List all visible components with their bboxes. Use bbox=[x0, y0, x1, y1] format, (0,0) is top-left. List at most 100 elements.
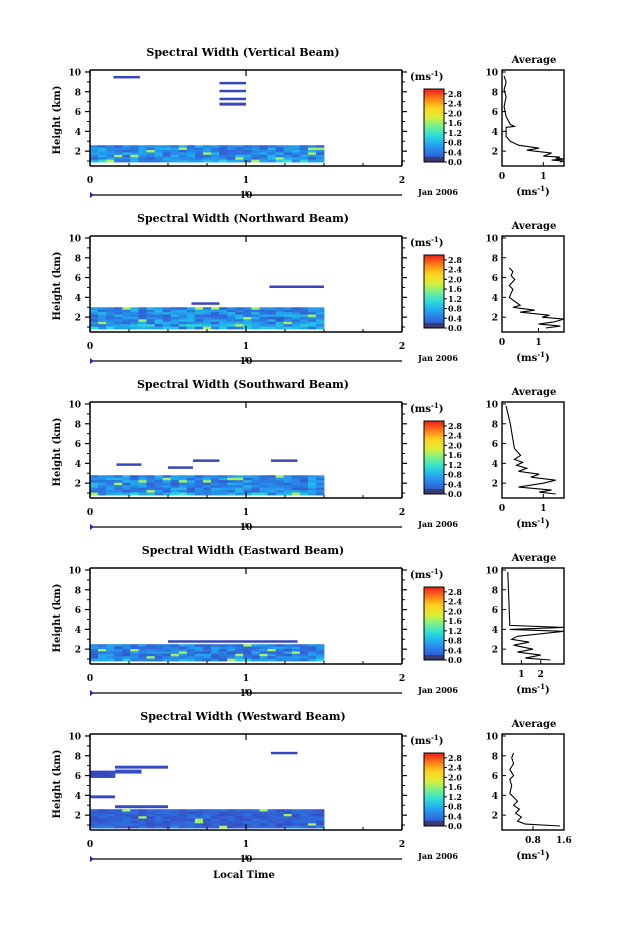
echo-cell bbox=[186, 656, 196, 660]
echo-cell bbox=[275, 492, 285, 496]
echo-cell bbox=[154, 319, 164, 323]
echo-cell bbox=[114, 150, 123, 153]
echo-cell bbox=[307, 646, 317, 650]
echo-bar bbox=[114, 765, 168, 769]
colorbar-cell bbox=[424, 608, 444, 612]
echo-cell bbox=[138, 825, 147, 829]
echo-cell bbox=[283, 487, 293, 491]
echo-cell bbox=[211, 157, 220, 161]
echo-cell bbox=[122, 644, 131, 648]
echo-layer bbox=[90, 459, 325, 496]
echo-cell bbox=[106, 159, 115, 163]
echo-cell bbox=[186, 649, 196, 652]
y-tick-label: 10 bbox=[68, 234, 81, 244]
y-tick-label: 8 bbox=[75, 586, 81, 596]
echo-cell bbox=[178, 492, 188, 496]
echo-cell bbox=[106, 658, 115, 662]
echo-cell bbox=[251, 150, 260, 153]
colorbar-cell bbox=[424, 628, 444, 632]
echo-cell bbox=[211, 154, 220, 158]
colorbar-tick-label: 1.6 bbox=[448, 118, 462, 128]
echo-cell bbox=[259, 480, 268, 484]
echo-cell bbox=[259, 487, 268, 491]
echo-cell bbox=[114, 492, 123, 496]
echo-cell bbox=[307, 492, 317, 496]
echo-cell bbox=[243, 319, 252, 323]
echo-cell bbox=[219, 326, 228, 330]
echo-cell bbox=[170, 154, 180, 158]
colorbar-tick-label: 2.4 bbox=[448, 431, 462, 441]
echo-cell bbox=[307, 475, 317, 479]
echo-cell bbox=[98, 307, 107, 311]
colorbar-cell bbox=[424, 461, 444, 464]
echo-cell bbox=[106, 309, 115, 313]
echo-cell bbox=[211, 658, 220, 662]
echo-cell bbox=[138, 475, 147, 479]
colorbar: 0.00.40.81.21.62.02.42.8 bbox=[423, 254, 462, 333]
colorbar-cell bbox=[424, 114, 444, 117]
echo-cell bbox=[275, 154, 285, 158]
echo-cell bbox=[219, 482, 228, 486]
echo-cell bbox=[259, 309, 268, 313]
echo-cell bbox=[186, 321, 196, 325]
echo-cell bbox=[138, 157, 147, 161]
echo-cell bbox=[235, 314, 244, 318]
echo-cell bbox=[154, 492, 164, 496]
colorbar-cell bbox=[424, 112, 444, 116]
echo-cell bbox=[291, 480, 301, 484]
unit-label: (ms-1) bbox=[410, 567, 443, 581]
profile-unit-label: (ms-1) bbox=[516, 350, 549, 364]
colorbar-cell bbox=[424, 630, 444, 634]
echo-cell bbox=[162, 820, 172, 824]
profile-line bbox=[505, 405, 556, 495]
echo-cell bbox=[130, 644, 139, 648]
echo-cell bbox=[170, 811, 180, 815]
colorbar-tick-label: 2.8 bbox=[448, 421, 462, 431]
echo-cell bbox=[299, 482, 309, 486]
echo-cell bbox=[186, 319, 196, 323]
echo-cell bbox=[146, 316, 155, 320]
echo-cell bbox=[219, 813, 228, 817]
echo-cell bbox=[299, 307, 309, 311]
echo-cell bbox=[186, 825, 196, 829]
echo-cell bbox=[307, 482, 317, 486]
echo-cell bbox=[122, 307, 131, 311]
colorbar-tick-label: 0.4 bbox=[448, 313, 462, 323]
echo-cell bbox=[243, 818, 252, 822]
echo-cell bbox=[106, 490, 115, 493]
echo-cell bbox=[227, 820, 236, 824]
echo-cell bbox=[130, 820, 139, 824]
colorbar-cell bbox=[424, 603, 444, 606]
profile-y-tick-label: 10 bbox=[485, 400, 498, 410]
echo-cell bbox=[227, 813, 236, 817]
echo-cell bbox=[138, 811, 147, 815]
echo-cell bbox=[243, 823, 252, 827]
echo-cell bbox=[138, 477, 147, 481]
echo-cell bbox=[267, 651, 276, 655]
echo-cell bbox=[227, 480, 236, 484]
echo-cell bbox=[130, 811, 139, 815]
echo-cell bbox=[251, 157, 260, 161]
echo-cell bbox=[283, 818, 293, 822]
echo-cell bbox=[243, 309, 252, 313]
echo-cell bbox=[186, 816, 196, 820]
x-tick-label: 0 bbox=[87, 840, 93, 850]
colorbar-cell bbox=[424, 472, 444, 475]
echo-cell bbox=[291, 319, 301, 323]
echo-cell bbox=[291, 145, 301, 149]
echo-cell bbox=[146, 487, 155, 491]
echo-cell bbox=[275, 321, 285, 325]
echo-layer bbox=[90, 640, 325, 662]
echo-cell bbox=[299, 490, 309, 493]
echo-cell bbox=[170, 818, 180, 822]
echo-cell bbox=[219, 145, 228, 149]
echo-cell bbox=[219, 818, 228, 822]
echo-cell bbox=[146, 644, 155, 648]
x-tick-label: 2 bbox=[399, 176, 405, 186]
echo-cell bbox=[162, 314, 172, 318]
echo-cell bbox=[154, 644, 164, 648]
y-tick-label: 6 bbox=[75, 440, 81, 450]
echo-cell bbox=[307, 644, 317, 648]
echo-cell bbox=[138, 651, 147, 655]
colorbar-tick-label: 2.0 bbox=[448, 440, 462, 450]
